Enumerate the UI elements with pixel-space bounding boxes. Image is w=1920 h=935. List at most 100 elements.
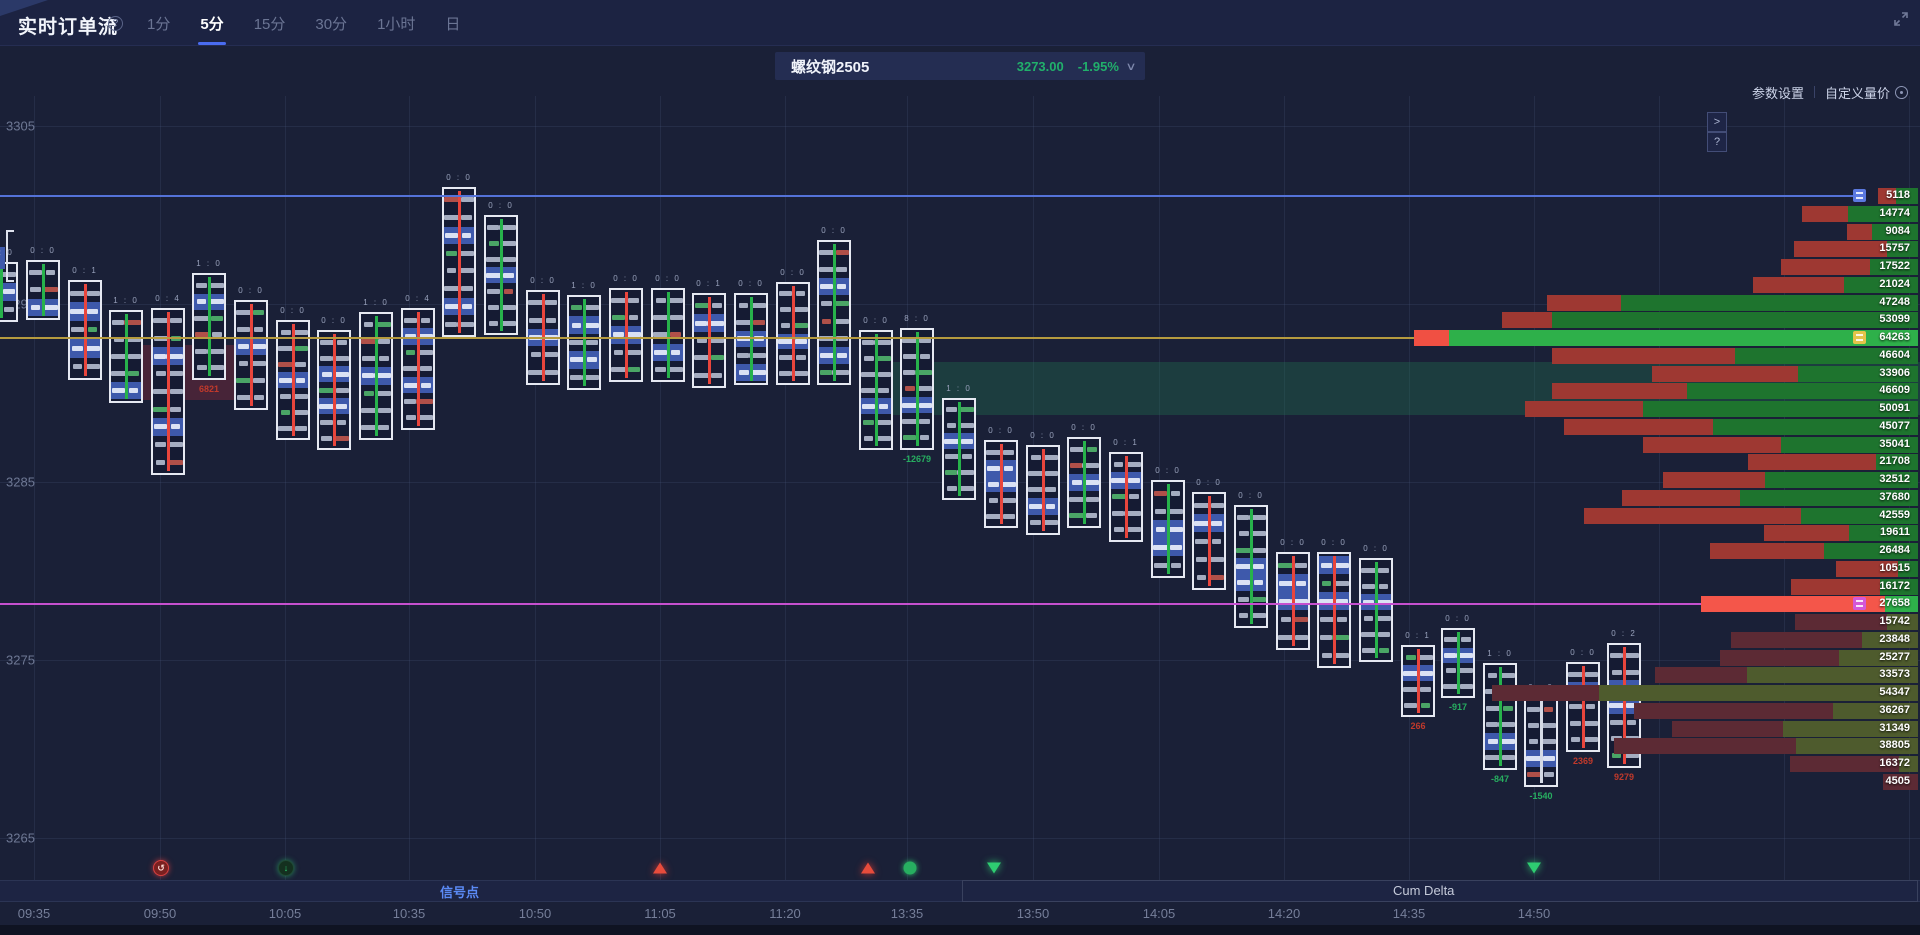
tab-5分[interactable]: 5分 — [198, 1, 227, 46]
bid-ask-cell-row — [111, 331, 141, 348]
ask-volume-cell — [1418, 654, 1433, 660]
bid-volume-cell — [1609, 652, 1622, 658]
ask-volume-cell — [583, 305, 599, 311]
footprint-candle[interactable] — [567, 295, 601, 390]
ask-volume-cell — [543, 352, 558, 358]
bid-volume-cell — [363, 390, 374, 396]
footprint-candle[interactable] — [151, 308, 185, 475]
footprint-candle[interactable] — [401, 308, 435, 430]
footprint-candle[interactable] — [1192, 492, 1226, 590]
footprint-candle[interactable] — [776, 282, 810, 385]
footprint-candle[interactable] — [1109, 452, 1143, 542]
bid-ask-cell-row — [528, 346, 558, 363]
time-axis-label: 13:35 — [890, 906, 924, 921]
footprint-candle[interactable] — [1276, 552, 1310, 650]
tab-15分[interactable]: 15分 — [253, 15, 286, 33]
footprint-candle[interactable] — [1234, 505, 1268, 628]
ask-volume-cell — [46, 270, 55, 276]
ask-volume-cell — [1585, 671, 1598, 677]
footprint-candle[interactable] — [651, 288, 685, 382]
upper-band-line — [0, 195, 1853, 197]
chevron-down-icon[interactable]: ∨ — [1125, 60, 1137, 73]
footprint-candle[interactable] — [26, 260, 60, 320]
bid-volume-cell — [1568, 671, 1585, 677]
footprint-candle[interactable] — [109, 310, 143, 403]
panel-help-button[interactable]: ? — [1707, 132, 1727, 152]
footprint-candle[interactable] — [1317, 552, 1351, 668]
time-axis-label: 09:35 — [17, 906, 51, 921]
signal-triangle-red-icon[interactable] — [861, 862, 875, 874]
volume-profile-row: 23848 — [1400, 631, 1920, 648]
bid-volume-cell — [1320, 562, 1332, 568]
bid-volume-cell — [861, 371, 878, 377]
bid-ask-cell-row — [1361, 626, 1391, 642]
bid-volume-cell — [278, 361, 293, 367]
signal-refresh-red-icon[interactable]: ↺ — [153, 860, 169, 876]
footprint-candle[interactable] — [1026, 445, 1060, 535]
bid-volume-cell — [947, 422, 956, 428]
footprint-candle[interactable] — [0, 262, 18, 322]
ask-volume-cell — [457, 321, 474, 327]
tab-1分[interactable]: 1分 — [147, 15, 171, 33]
signal-pin-green-icon[interactable] — [987, 862, 1001, 874]
bid-volume-cell — [488, 240, 499, 246]
footprint-candle[interactable] — [942, 398, 976, 500]
cum-delta-panel[interactable]: Cum Delta — [962, 880, 1918, 902]
footprint-candle[interactable] — [276, 320, 310, 440]
footprint-candle[interactable] — [1067, 437, 1101, 528]
param-settings-button[interactable]: 参数设置 — [1751, 85, 1804, 101]
footprint-candle[interactable] — [1401, 645, 1435, 717]
poc-line-tag[interactable] — [1853, 331, 1866, 344]
signal-dot-green-icon[interactable] — [903, 861, 917, 875]
footprint-candle[interactable] — [484, 215, 518, 335]
upper-band-line-tag[interactable] — [1853, 189, 1866, 202]
ask-volume-cell — [1254, 580, 1263, 586]
vertical-gridline — [1784, 96, 1785, 880]
footprint-candle[interactable] — [1441, 628, 1475, 698]
footprint-candle[interactable] — [359, 312, 393, 440]
bid-volume-cell — [361, 424, 376, 430]
footprint-candle[interactable] — [442, 187, 476, 337]
volume-profile-bar — [1753, 276, 1918, 293]
footprint-candle[interactable] — [734, 293, 768, 385]
current-price-line-tag[interactable] — [1853, 597, 1866, 610]
ask-volume-cell — [832, 369, 849, 375]
custom-volume-price-button[interactable]: 自定义量价 — [1825, 83, 1908, 102]
footprint-candle[interactable] — [317, 330, 351, 450]
bid-ask-cell-row — [1111, 456, 1141, 472]
tab-30分[interactable]: 30分 — [315, 15, 348, 33]
footprint-candle[interactable] — [1359, 558, 1393, 662]
footprint-candle[interactable] — [984, 440, 1018, 528]
volume-profile-value: 10515 — [1879, 561, 1910, 574]
footprint-candle[interactable] — [859, 330, 893, 450]
footprint-candle[interactable] — [1483, 663, 1517, 770]
candle-delta-header: 0 : 0 — [30, 246, 56, 255]
help-icon[interactable]: ? — [108, 16, 123, 31]
footprint-candle[interactable] — [1151, 480, 1185, 578]
instrument-selector[interactable]: 螺纹钢2505 3273.00 -1.95% ∨ — [775, 52, 1145, 80]
signal-pin-green-icon[interactable] — [1527, 862, 1541, 874]
footprint-candle[interactable] — [192, 273, 226, 380]
ask-volume-cell — [1212, 538, 1221, 544]
signal-arrow-down-green-icon[interactable]: ↓ — [278, 860, 294, 876]
footprint-candle[interactable] — [609, 288, 643, 382]
tab-1小时[interactable]: 1小时 — [377, 15, 416, 33]
collapse-expand-icon[interactable] — [1892, 10, 1910, 28]
bid-ask-cell-row — [1443, 679, 1473, 695]
footprint-candle[interactable] — [234, 300, 268, 410]
signal-triangle-red-icon[interactable] — [653, 862, 667, 874]
footprint-candle[interactable] — [817, 240, 851, 385]
panel-next-button[interactable]: > — [1707, 112, 1727, 132]
bid-volume-cell — [73, 364, 82, 370]
footprint-candle[interactable] — [900, 328, 934, 450]
ask-volume-cell — [1500, 672, 1515, 678]
footprint-candle[interactable] — [692, 293, 726, 388]
bid-volume-cell — [1280, 616, 1291, 622]
bid-ask-cell-row — [194, 310, 224, 327]
footprint-candle[interactable] — [1524, 697, 1558, 787]
bid-volume-cell — [694, 372, 709, 378]
bid-ask-cell-row — [986, 492, 1016, 508]
tab-日[interactable]: 日 — [445, 15, 461, 33]
footprint-candle[interactable] — [68, 280, 102, 380]
ask-volume-cell — [1170, 544, 1182, 550]
